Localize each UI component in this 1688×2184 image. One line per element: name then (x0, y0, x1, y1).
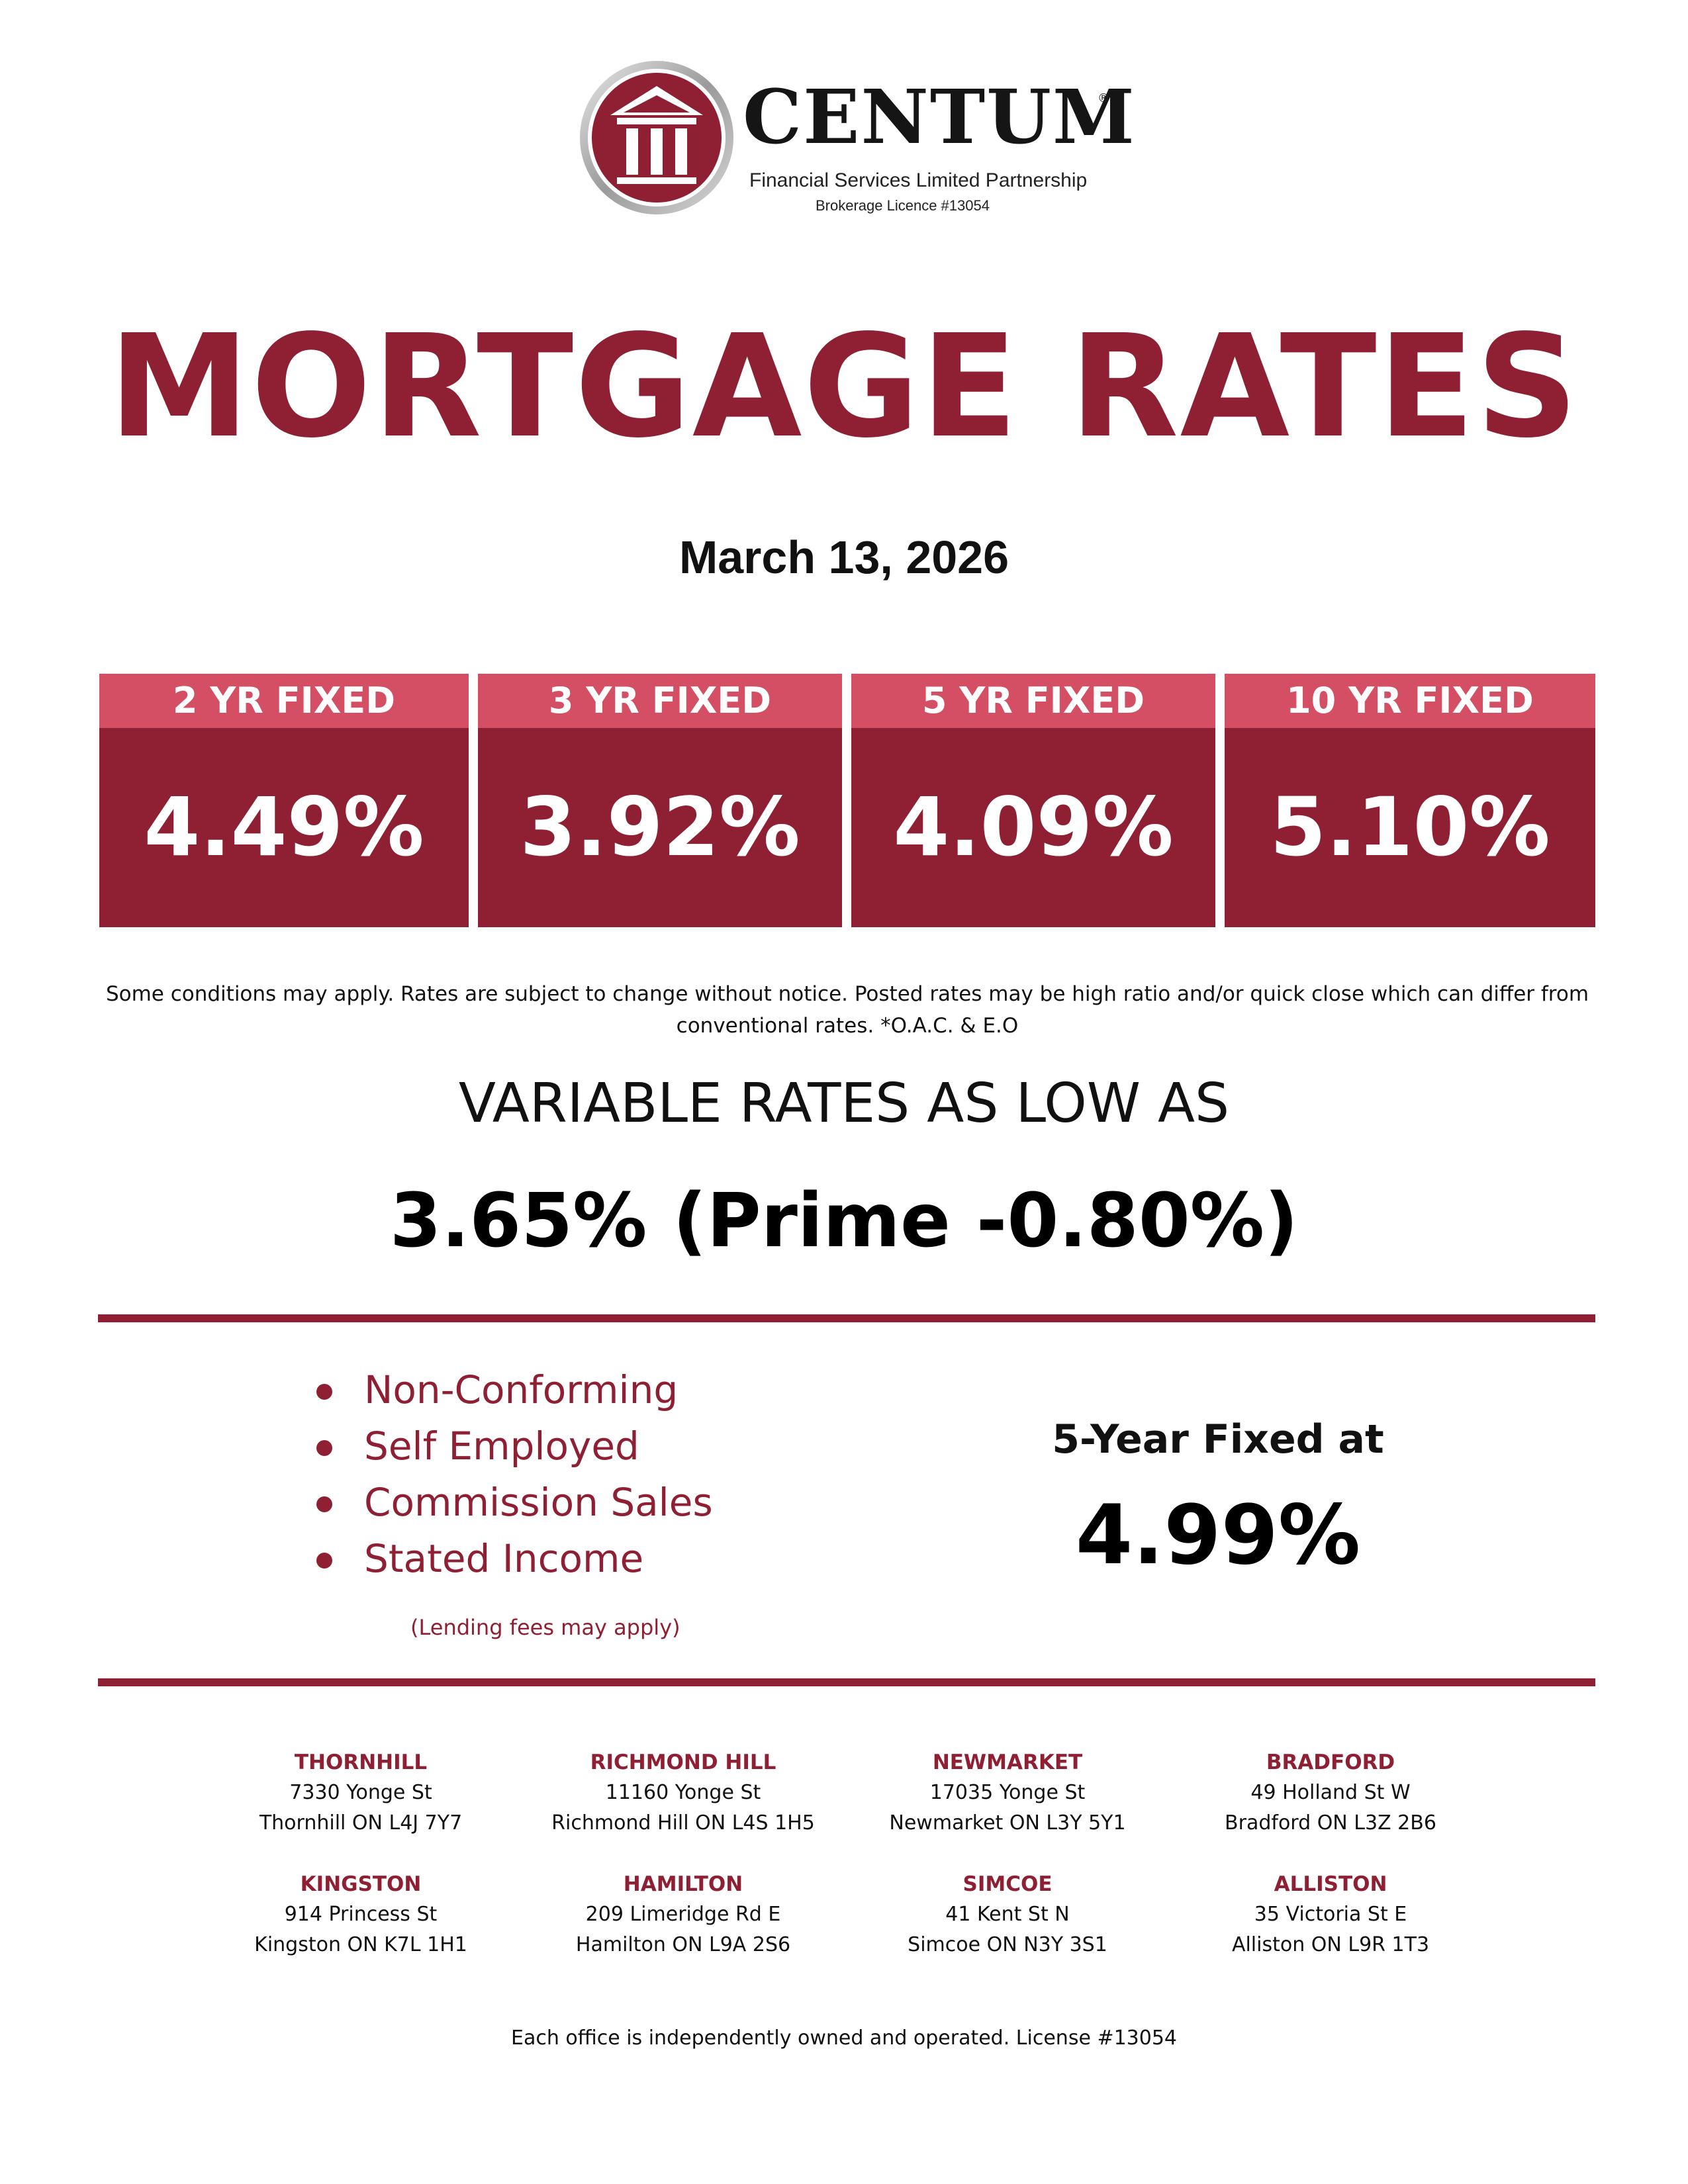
fixed-rates-row: 2 YR FIXED 4.49% 3 YR FIXED 3.92% 5 YR F… (99, 674, 1595, 927)
bullet-icon (316, 1496, 332, 1512)
list-item-label: Non-Conforming (364, 1367, 679, 1412)
office-city: Hamilton ON L9A 2S6 (575, 1933, 791, 1956)
office-city: Thornhill ON L4J 7Y7 (259, 1811, 463, 1835)
special-rate-label: 5-Year Fixed at (1052, 1416, 1384, 1463)
variable-rates-label: VARIABLE RATES AS LOW AS (458, 1072, 1230, 1135)
brand-name: CENTUM (743, 74, 1136, 161)
footer-note: Each office is independently owned and o… (510, 2026, 1178, 2050)
rate-card-2yr: 2 YR FIXED 4.49% (99, 674, 469, 927)
pillared-building-logo-icon (580, 61, 733, 214)
office-name: BRADFORD (1266, 1751, 1395, 1774)
office-street: 914 Princess St (284, 1903, 438, 1926)
list-item: Stated Income (311, 1531, 713, 1587)
registered-mark: ® (1098, 91, 1109, 105)
office-name: RICHMOND HILL (590, 1751, 776, 1774)
rate-card-10yr: 10 YR FIXED 5.10% (1225, 674, 1595, 927)
office-street: 209 Limeridge Rd E (585, 1903, 781, 1926)
rate-term: 2 YR FIXED (99, 674, 469, 728)
rate-term: 10 YR FIXED (1225, 674, 1595, 728)
office-street: 49 Holland St W (1250, 1781, 1411, 1804)
office-alliston: ALLISTON 35 Victoria St E Alliston ON L9… (1165, 1869, 1496, 1960)
bullet-icon (316, 1553, 332, 1569)
list-item-label: Stated Income (364, 1536, 644, 1581)
brokerage-licence: Brokerage Licence #13054 (816, 197, 990, 214)
office-kingston: KINGSTON 914 Princess St Kingston ON K7L… (195, 1869, 526, 1960)
rate-value: 3.92% (478, 728, 842, 927)
office-thornhill: THORNHILL 7330 Yonge St Thornhill ON L4J… (195, 1747, 526, 1839)
bullet-icon (316, 1384, 332, 1400)
alt-lending-list: Non-Conforming Self Employed Commission … (311, 1362, 713, 1587)
office-name: SIMCOE (962, 1872, 1053, 1896)
rate-value: 5.10% (1225, 728, 1595, 927)
list-item: Non-Conforming (311, 1362, 713, 1418)
office-name: NEWMARKET (932, 1751, 1083, 1774)
office-street: 17035 Yonge St (929, 1781, 1086, 1804)
page-title: MORTGAGE RATES (109, 304, 1579, 469)
section-divider (98, 1678, 1595, 1686)
centum-logo: CENTUM ® Financial Services Limited Part… (577, 58, 1135, 224)
office-city: Richmond Hill ON L4S 1H5 (551, 1811, 815, 1835)
rate-term: 5 YR FIXED (851, 674, 1215, 728)
rate-card-3yr: 3 YR FIXED 3.92% (478, 674, 842, 927)
list-item: Self Employed (311, 1418, 713, 1475)
section-divider (98, 1314, 1595, 1322)
office-newmarket: NEWMARKET 17035 Yonge St Newmarket ON L3… (842, 1747, 1173, 1839)
special-rate-value: 4.99% (1075, 1488, 1361, 1583)
rate-value: 4.09% (851, 728, 1215, 927)
rates-disclaimer: Some conditions may apply. Rates are sub… (105, 982, 1589, 1038)
office-street: 41 Kent St N (945, 1903, 1070, 1926)
office-street: 7330 Yonge St (289, 1781, 432, 1804)
office-street: 35 Victoria St E (1254, 1903, 1407, 1926)
office-street: 11160 Yonge St (605, 1781, 761, 1804)
brand-subtitle: Financial Services Limited Partnership (749, 169, 1088, 191)
office-richmond-hill: RICHMOND HILL 11160 Yonge St Richmond Hi… (518, 1747, 849, 1839)
list-item-label: Commission Sales (364, 1480, 713, 1525)
variable-rate-value: 3.65% (Prime -0.80%) (389, 1178, 1299, 1264)
office-name: ALLISTON (1274, 1872, 1387, 1896)
bullet-icon (316, 1440, 332, 1456)
office-city: Kingston ON K7L 1H1 (254, 1933, 467, 1956)
rate-card-5yr: 5 YR FIXED 4.09% (851, 674, 1215, 927)
office-simcoe: SIMCOE 41 Kent St N Simcoe ON N3Y 3S1 (842, 1869, 1173, 1960)
office-city: Simcoe ON N3Y 3S1 (908, 1933, 1107, 1956)
office-bradford: BRADFORD 49 Holland St W Bradford ON L3Z… (1165, 1747, 1496, 1839)
rate-term: 3 YR FIXED (478, 674, 842, 728)
office-city: Newmarket ON L3Y 5Y1 (889, 1811, 1126, 1835)
office-name: THORNHILL (294, 1751, 428, 1774)
list-item-label: Self Employed (364, 1424, 639, 1469)
rate-value: 4.49% (99, 728, 469, 927)
office-name: HAMILTON (623, 1872, 743, 1896)
office-city: Alliston ON L9R 1T3 (1231, 1933, 1430, 1956)
office-hamilton: HAMILTON 209 Limeridge Rd E Hamilton ON … (518, 1869, 849, 1960)
rates-date: March 13, 2026 (679, 531, 1009, 583)
list-item: Commission Sales (311, 1475, 713, 1531)
office-city: Bradford ON L3Z 2B6 (1225, 1811, 1436, 1835)
lending-fees-note: (Lending fees may apply) (410, 1615, 680, 1640)
office-name: KINGSTON (300, 1872, 422, 1896)
